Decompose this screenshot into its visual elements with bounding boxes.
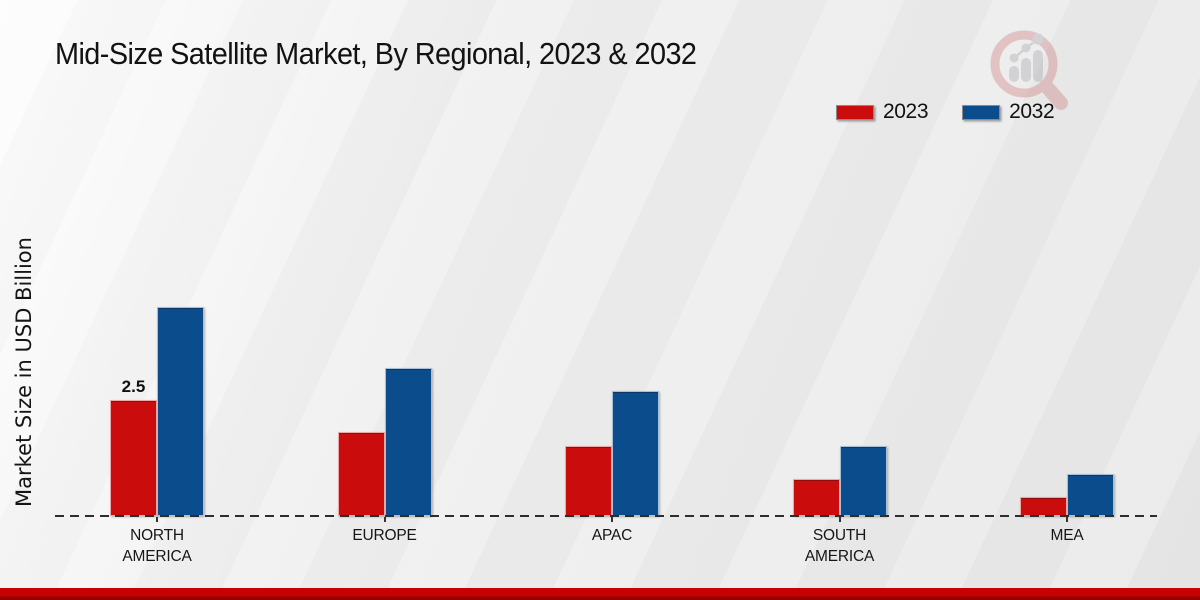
bar-2023-europe (337, 432, 385, 516)
bar-2023-south-america (792, 479, 840, 516)
x-axis-tick (383, 517, 386, 522)
legend-item-2032: 2032 (962, 100, 1055, 124)
bar-2032-north-america (157, 307, 204, 516)
bar-2032-europe (384, 368, 432, 516)
x-axis-tick (1066, 517, 1068, 522)
x-axis-category-label: APAC (591, 527, 633, 544)
x-axis-tick (838, 517, 841, 522)
x-axis-category-label: NORTH AMERICA (122, 527, 192, 565)
chart-title: Mid-Size Satellite Market, By Regional, … (55, 36, 697, 71)
bar-2032-south-america (839, 446, 887, 516)
bar-2023-mea (1020, 497, 1067, 516)
legend-item-2023: 2023 (836, 100, 929, 124)
bar-value-label: 2.5 (121, 377, 146, 396)
x-axis-category-label: EUROPE (352, 527, 417, 544)
footer-bar (0, 588, 1200, 600)
bar-2023-north-america (110, 400, 157, 516)
legend-swatch-icon (962, 104, 1001, 120)
magnifier-growth-chart-logo-icon (986, 24, 1070, 112)
x-axis-tick (156, 517, 158, 522)
legend: 2023 2032 (836, 100, 1055, 124)
x-axis-category-label: SOUTH AMERICA (804, 527, 875, 565)
bar-2032-apac (612, 391, 659, 516)
legend-label: 2032 (1009, 100, 1055, 123)
bar-2032-mea (1067, 474, 1114, 516)
x-axis-line (55, 515, 1157, 517)
bar-2023-apac (565, 446, 612, 516)
legend-label: 2023 (883, 100, 929, 123)
x-axis-category-label: MEA (1050, 527, 1084, 544)
legend-swatch-icon (836, 104, 874, 120)
x-axis-tick (611, 517, 613, 522)
